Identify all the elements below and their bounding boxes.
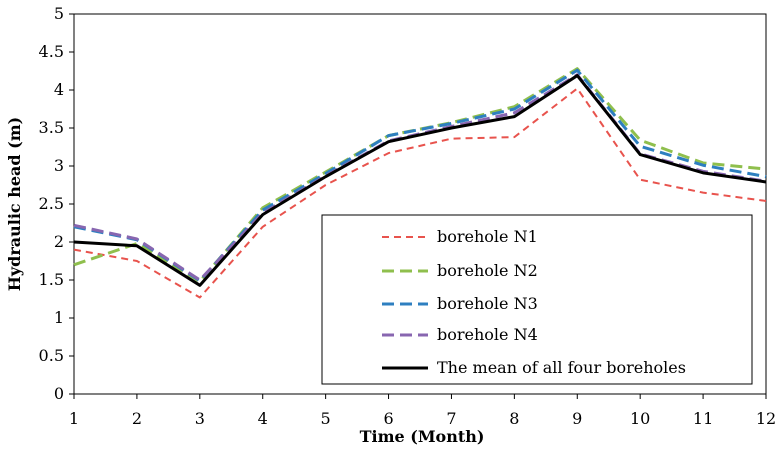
y-tick-label: 0 — [54, 384, 64, 403]
y-tick-label: 3 — [54, 156, 64, 175]
legend-label-5: The mean of all four boreholes — [437, 358, 686, 377]
x-tick-label: 7 — [446, 409, 456, 428]
legend-label-4: borehole N4 — [437, 325, 538, 344]
x-tick-label: 5 — [321, 409, 331, 428]
x-tick-label: 2 — [132, 409, 142, 428]
series-line-1 — [73, 87, 767, 299]
x-tick-label: 9 — [572, 409, 582, 428]
x-tick-label: 8 — [509, 409, 519, 428]
y-tick-label: 4.5 — [39, 42, 64, 61]
legend-label-3: borehole N3 — [437, 294, 538, 313]
y-tick-label: 2.5 — [39, 194, 64, 213]
y-tick-label: 2 — [54, 232, 64, 251]
x-tick-label: 1 — [69, 409, 79, 428]
y-tick-label: 1.5 — [39, 270, 64, 289]
y-tick-label: 3.5 — [39, 118, 64, 137]
legend: borehole N1 borehole N2 borehole N3 borehol… — [321, 214, 753, 385]
y-tick-label: 5 — [54, 4, 64, 23]
y-tick-label: 4 — [54, 80, 64, 99]
x-tick-label: 4 — [258, 409, 268, 428]
x-tick-label: 12 — [756, 409, 776, 428]
legend-box — [321, 214, 753, 385]
legend-label-2: borehole N2 — [437, 261, 538, 280]
legend-label-1: borehole N1 — [437, 227, 538, 246]
x-tick-label: 11 — [693, 409, 713, 428]
x-tick-label: 6 — [383, 409, 393, 428]
y-tick-label: 0.5 — [39, 346, 64, 365]
x-tick-label: 3 — [195, 409, 205, 428]
y-axis-title: Hydraulic head (m) — [5, 117, 24, 292]
y-tick-label: 1 — [54, 308, 64, 327]
x-axis-title: Time (Month) — [360, 427, 485, 446]
series-line-5 — [73, 74, 767, 287]
x-tick-label: 10 — [630, 409, 650, 428]
